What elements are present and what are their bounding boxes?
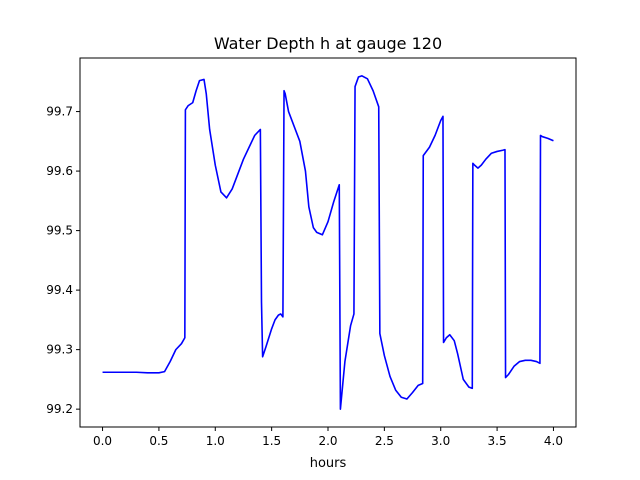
y-tick-label: 99.7 — [46, 105, 73, 119]
x-tick-label: 3.0 — [431, 434, 450, 448]
x-tick-label: 2.0 — [318, 434, 337, 448]
y-tick-label: 99.4 — [46, 283, 73, 297]
y-tick-label: 99.5 — [46, 224, 73, 238]
y-tick-label: 99.6 — [46, 164, 73, 178]
x-axis-label: hours — [310, 456, 347, 471]
x-tick-label: 4.0 — [544, 434, 563, 448]
y-tick-label: 99.2 — [46, 402, 73, 416]
plot-area — [102, 75, 554, 410]
chart-title: Water Depth h at gauge 120 — [214, 34, 442, 53]
x-tick-label: 1.0 — [206, 434, 225, 448]
x-tick-label: 0.5 — [149, 434, 168, 448]
x-tick-label: 3.5 — [488, 434, 507, 448]
x-tick-label: 1.5 — [262, 434, 281, 448]
x-axis: 0.0 0.5 1.0 1.5 2.0 2.5 3.0 3.5 4.0 — [93, 427, 563, 448]
plot-frame — [79, 57, 577, 428]
y-axis: 99.2 99.3 99.4 99.5 99.6 99.7 — [46, 105, 80, 416]
x-tick-label: 0.0 — [93, 434, 112, 448]
x-tick-label: 2.5 — [375, 434, 394, 448]
y-tick-label: 99.3 — [46, 343, 73, 357]
series-line-0 — [102, 75, 554, 410]
